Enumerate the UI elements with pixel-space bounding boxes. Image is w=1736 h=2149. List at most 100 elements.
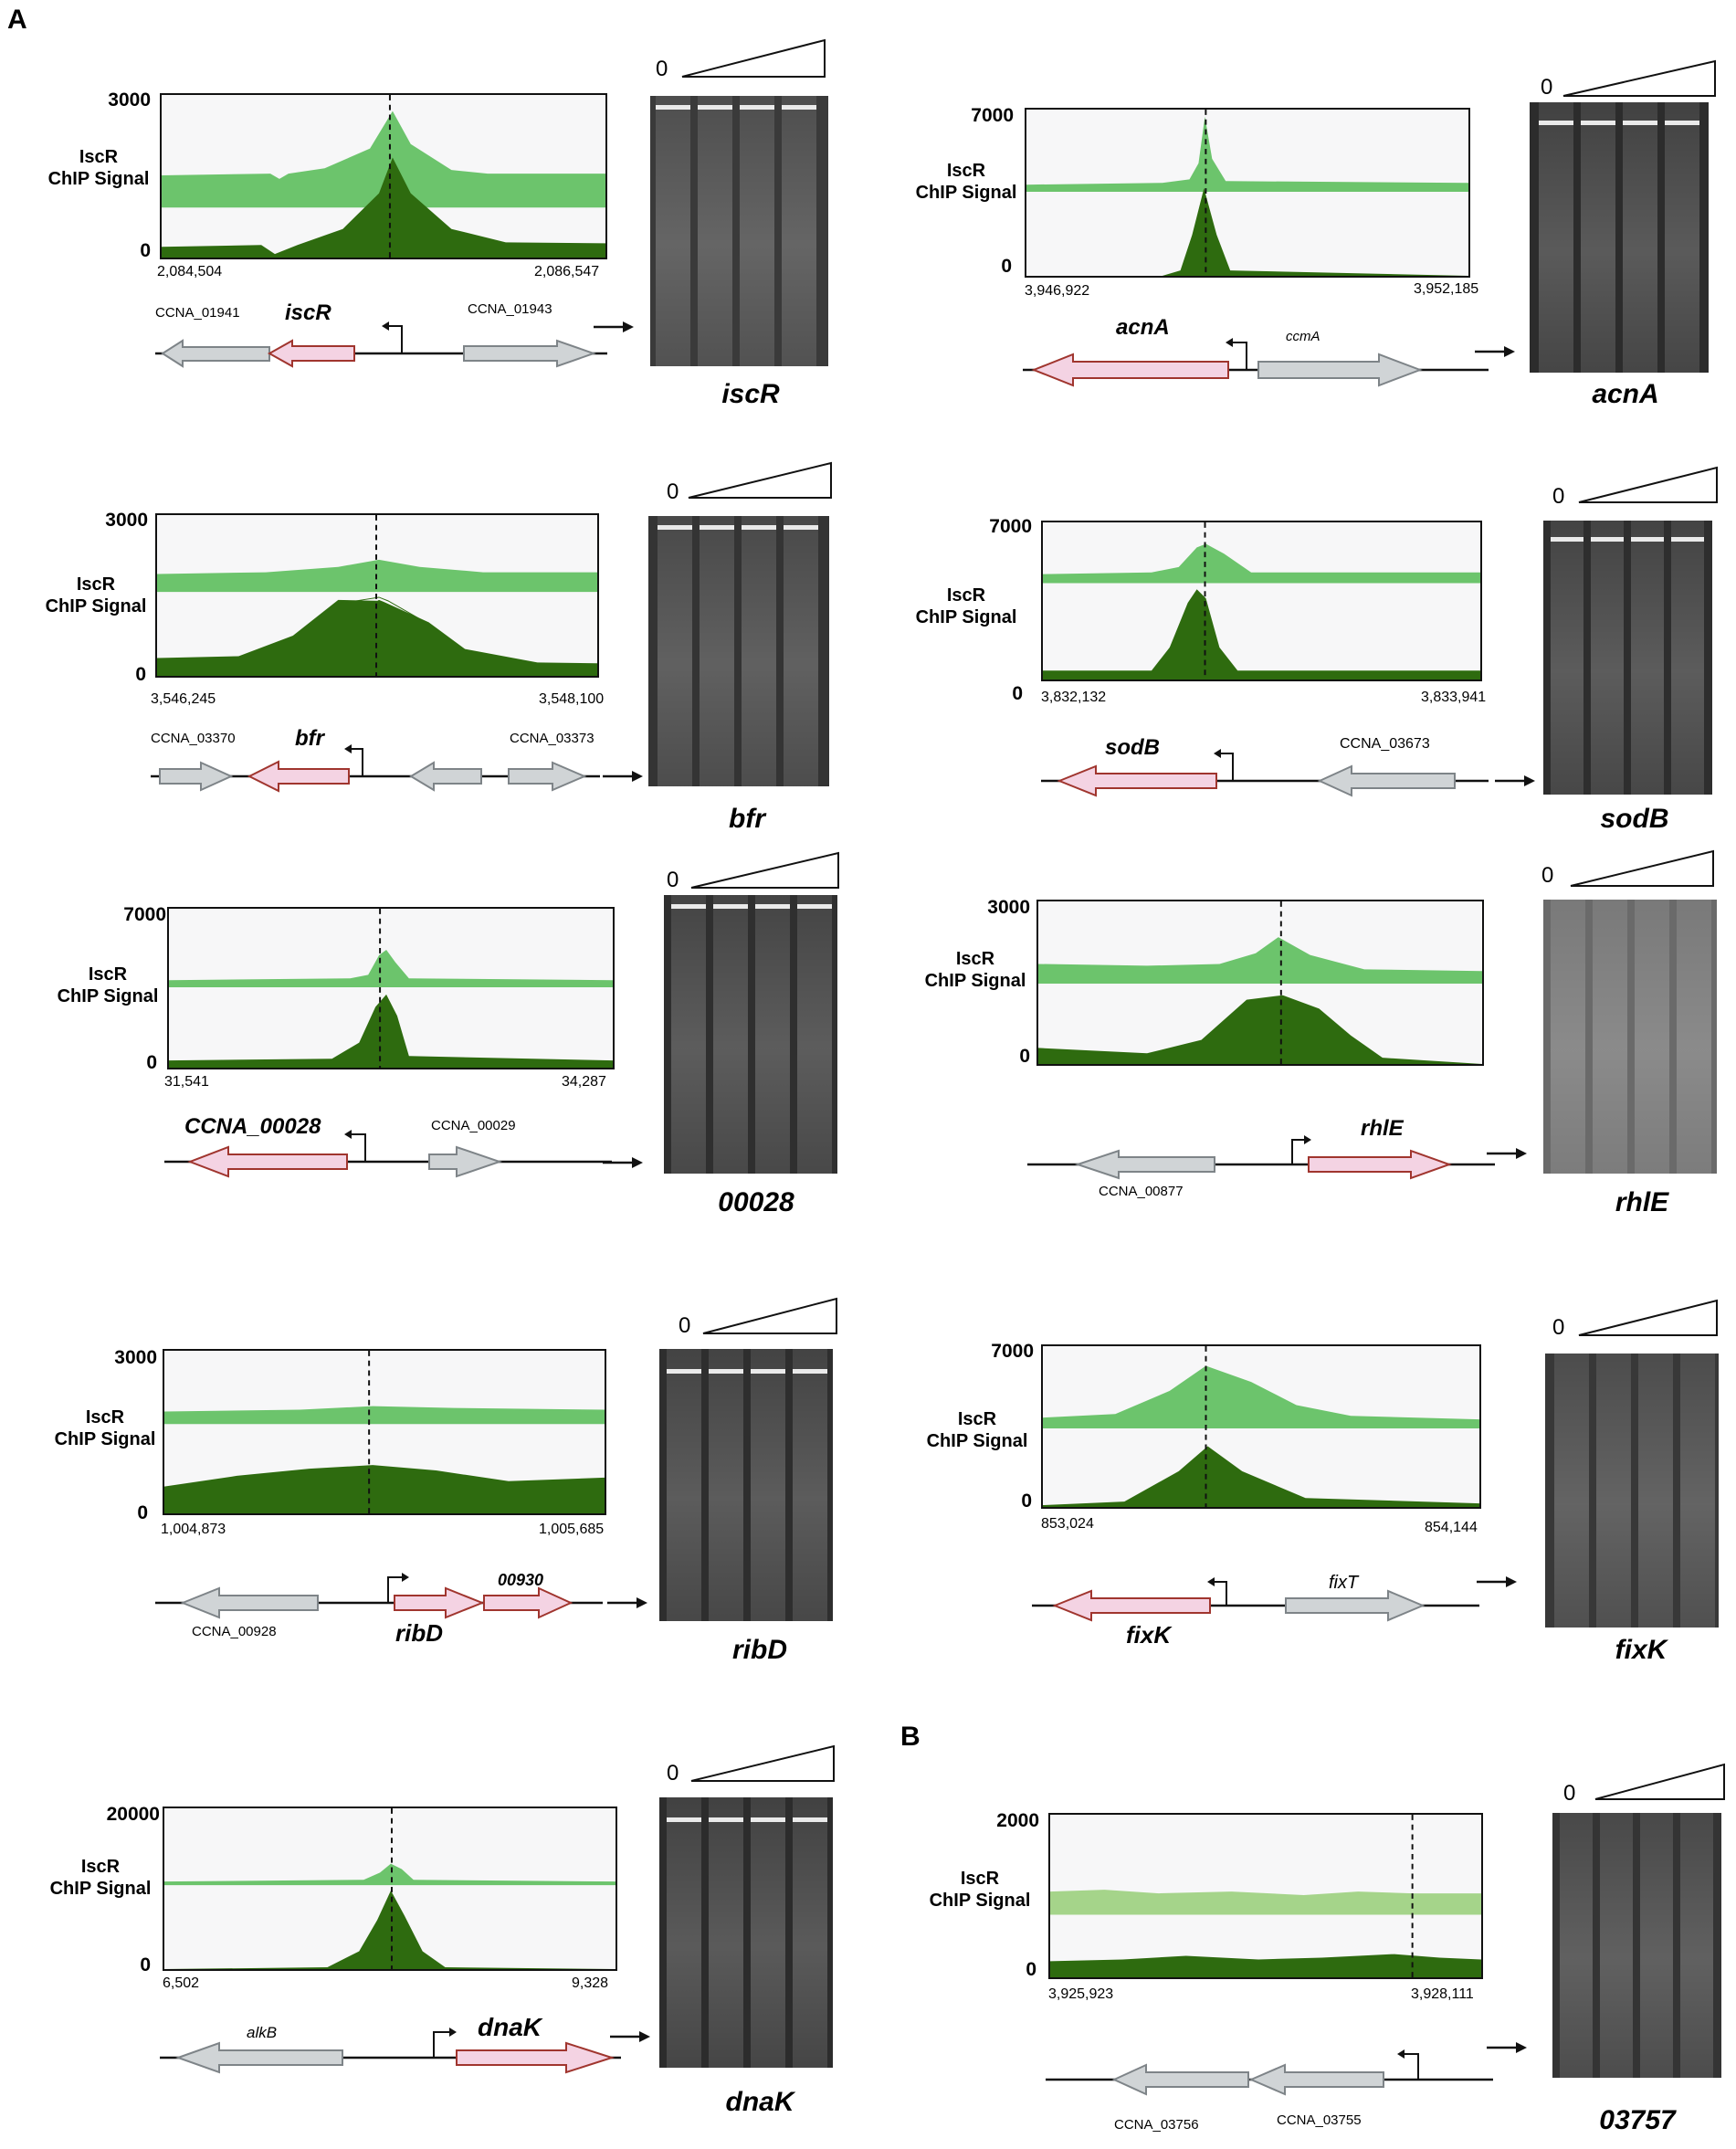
gradient-zero: 0: [667, 1761, 679, 1786]
gradient-zero: 0: [1541, 863, 1554, 888]
chip-tracks: [164, 1808, 615, 1969]
gradient-zero: 0: [667, 479, 679, 504]
arrow-icon: [1477, 1576, 1517, 1587]
y-axis-title: IscR ChIP Signal: [915, 161, 1017, 203]
concentration-wedge: [1570, 849, 1714, 887]
concentration-wedge: [688, 461, 832, 499]
chip-seq-plot: [167, 907, 615, 1069]
gene-label-target: bfr: [295, 726, 324, 751]
concentration-wedge: [1578, 466, 1718, 503]
y-min-label: 0: [140, 240, 151, 261]
coord-left: 3,832,132: [1041, 690, 1107, 705]
gel-image: [1552, 1813, 1721, 2078]
y-max-label: 3000: [105, 510, 148, 531]
gene-label-left: CCNA_00877: [1099, 1184, 1184, 1199]
gene-track: [160, 2028, 621, 2074]
arrow-icon: [594, 321, 634, 332]
gel-label: rhlE: [1615, 1187, 1669, 1217]
y-max-label: 7000: [991, 1341, 1034, 1362]
concentration-wedge: [690, 1744, 835, 1782]
gel-label: iscR: [721, 379, 780, 409]
chip-tracks: [1038, 901, 1482, 1064]
gene-label-right: ccmA: [1286, 329, 1320, 344]
chip-tracks: [1026, 110, 1468, 276]
gene-track: [1041, 749, 1489, 797]
gene-track: [1032, 1577, 1479, 1622]
gene-track: [155, 1573, 603, 1619]
gene-label-left: CCNA_01941: [155, 305, 240, 321]
y-max-label: 3000: [108, 90, 151, 111]
gene-label-target: rhlE: [1361, 1116, 1404, 1141]
gel-image: [664, 895, 837, 1174]
gene-label-second: 00930: [498, 1571, 544, 1589]
gel-image: [1543, 900, 1717, 1174]
concentration-wedge: [1594, 1763, 1725, 1800]
y-max-label: 7000: [971, 105, 1014, 126]
y-min-label: 0: [137, 1502, 148, 1523]
chip-tracks: [164, 1351, 605, 1513]
chip-tracks: [157, 515, 597, 676]
concentration-wedge: [690, 851, 839, 889]
gel-label: 03757: [1599, 2105, 1676, 2135]
gene-label-right: CCNA_03373: [510, 731, 594, 746]
arrow-icon: [1475, 346, 1515, 357]
gene-label-target: ribD: [395, 1619, 443, 1647]
gradient-zero: 0: [667, 868, 679, 892]
panel-letter-a: A: [7, 5, 27, 35]
gene-label-right: CCNA_03673: [1340, 736, 1430, 752]
concentration-wedge: [702, 1297, 837, 1334]
y-min-label: 0: [135, 664, 146, 685]
y-max-label: 20000: [106, 1804, 160, 1825]
chip-seq-plot: [1048, 1813, 1483, 1979]
gradient-zero: 0: [656, 57, 668, 81]
coord-left: 3,546,245: [151, 691, 216, 707]
gel-image: [659, 1349, 833, 1621]
y-max-label: 7000: [989, 516, 1032, 537]
gel-label: sodB: [1600, 804, 1669, 834]
chip-seq-plot: [155, 513, 599, 678]
y-axis-title: IscR ChIP Signal: [929, 1869, 1031, 1911]
gene-label-target: acnA: [1116, 315, 1170, 340]
arrow-icon: [1487, 2042, 1527, 2053]
coord-right: 34,287: [562, 1074, 606, 1090]
gene-track: [164, 1130, 612, 1178]
y-axis-title: IscR ChIP Signal: [926, 1409, 1028, 1451]
y-min-label: 0: [146, 1052, 157, 1073]
coord-left: 31,541: [164, 1074, 209, 1090]
gene-track: [151, 744, 600, 793]
panel-letter-b: B: [900, 1722, 921, 1752]
gene-label-mid: CCNA_03755: [1277, 2112, 1362, 2128]
gene-track: [1023, 338, 1489, 387]
gel-image: [1530, 102, 1709, 373]
chip-seq-plot: [1041, 1344, 1481, 1509]
y-min-label: 0: [140, 1954, 151, 1975]
gel-image: [1543, 521, 1712, 795]
chip-tracks: [1043, 1346, 1479, 1507]
arrow-icon: [603, 1157, 643, 1168]
y-axis-title: IscR ChIP Signal: [915, 585, 1017, 627]
concentration-wedge: [1578, 1299, 1718, 1336]
y-max-label: 3000: [987, 897, 1030, 918]
y-axis-title: IscR ChIP Signal: [45, 574, 147, 616]
y-max-label: 2000: [996, 1810, 1039, 1831]
coord-left: 1,004,873: [161, 1522, 226, 1537]
chip-seq-plot: [1036, 900, 1484, 1066]
coord-right: 3,833,941: [1421, 690, 1487, 705]
y-min-label: 0: [1026, 1959, 1036, 1980]
gel-image: [648, 516, 829, 786]
gradient-zero: 0: [1552, 484, 1565, 509]
chip-seq-plot: [1025, 108, 1470, 278]
gene-track: [155, 321, 607, 368]
gene-label-left: CCNA_00928: [192, 1624, 277, 1639]
coord-right: 3,952,185: [1414, 281, 1479, 297]
gel-label: 00028: [718, 1187, 794, 1217]
gene-label-left: CCNA_03756: [1114, 2117, 1199, 2133]
y-axis-title: IscR ChIP Signal: [54, 1407, 156, 1449]
chip-seq-plot: [163, 1807, 617, 1971]
gel-label: bfr: [729, 804, 765, 834]
coord-right: 3,928,111: [1411, 1986, 1474, 2002]
gel-label: ribD: [732, 1635, 787, 1665]
gel-image: [659, 1797, 833, 2068]
y-axis-title: IscR ChIP Signal: [57, 964, 159, 1006]
gel-label: fixK: [1615, 1635, 1668, 1665]
